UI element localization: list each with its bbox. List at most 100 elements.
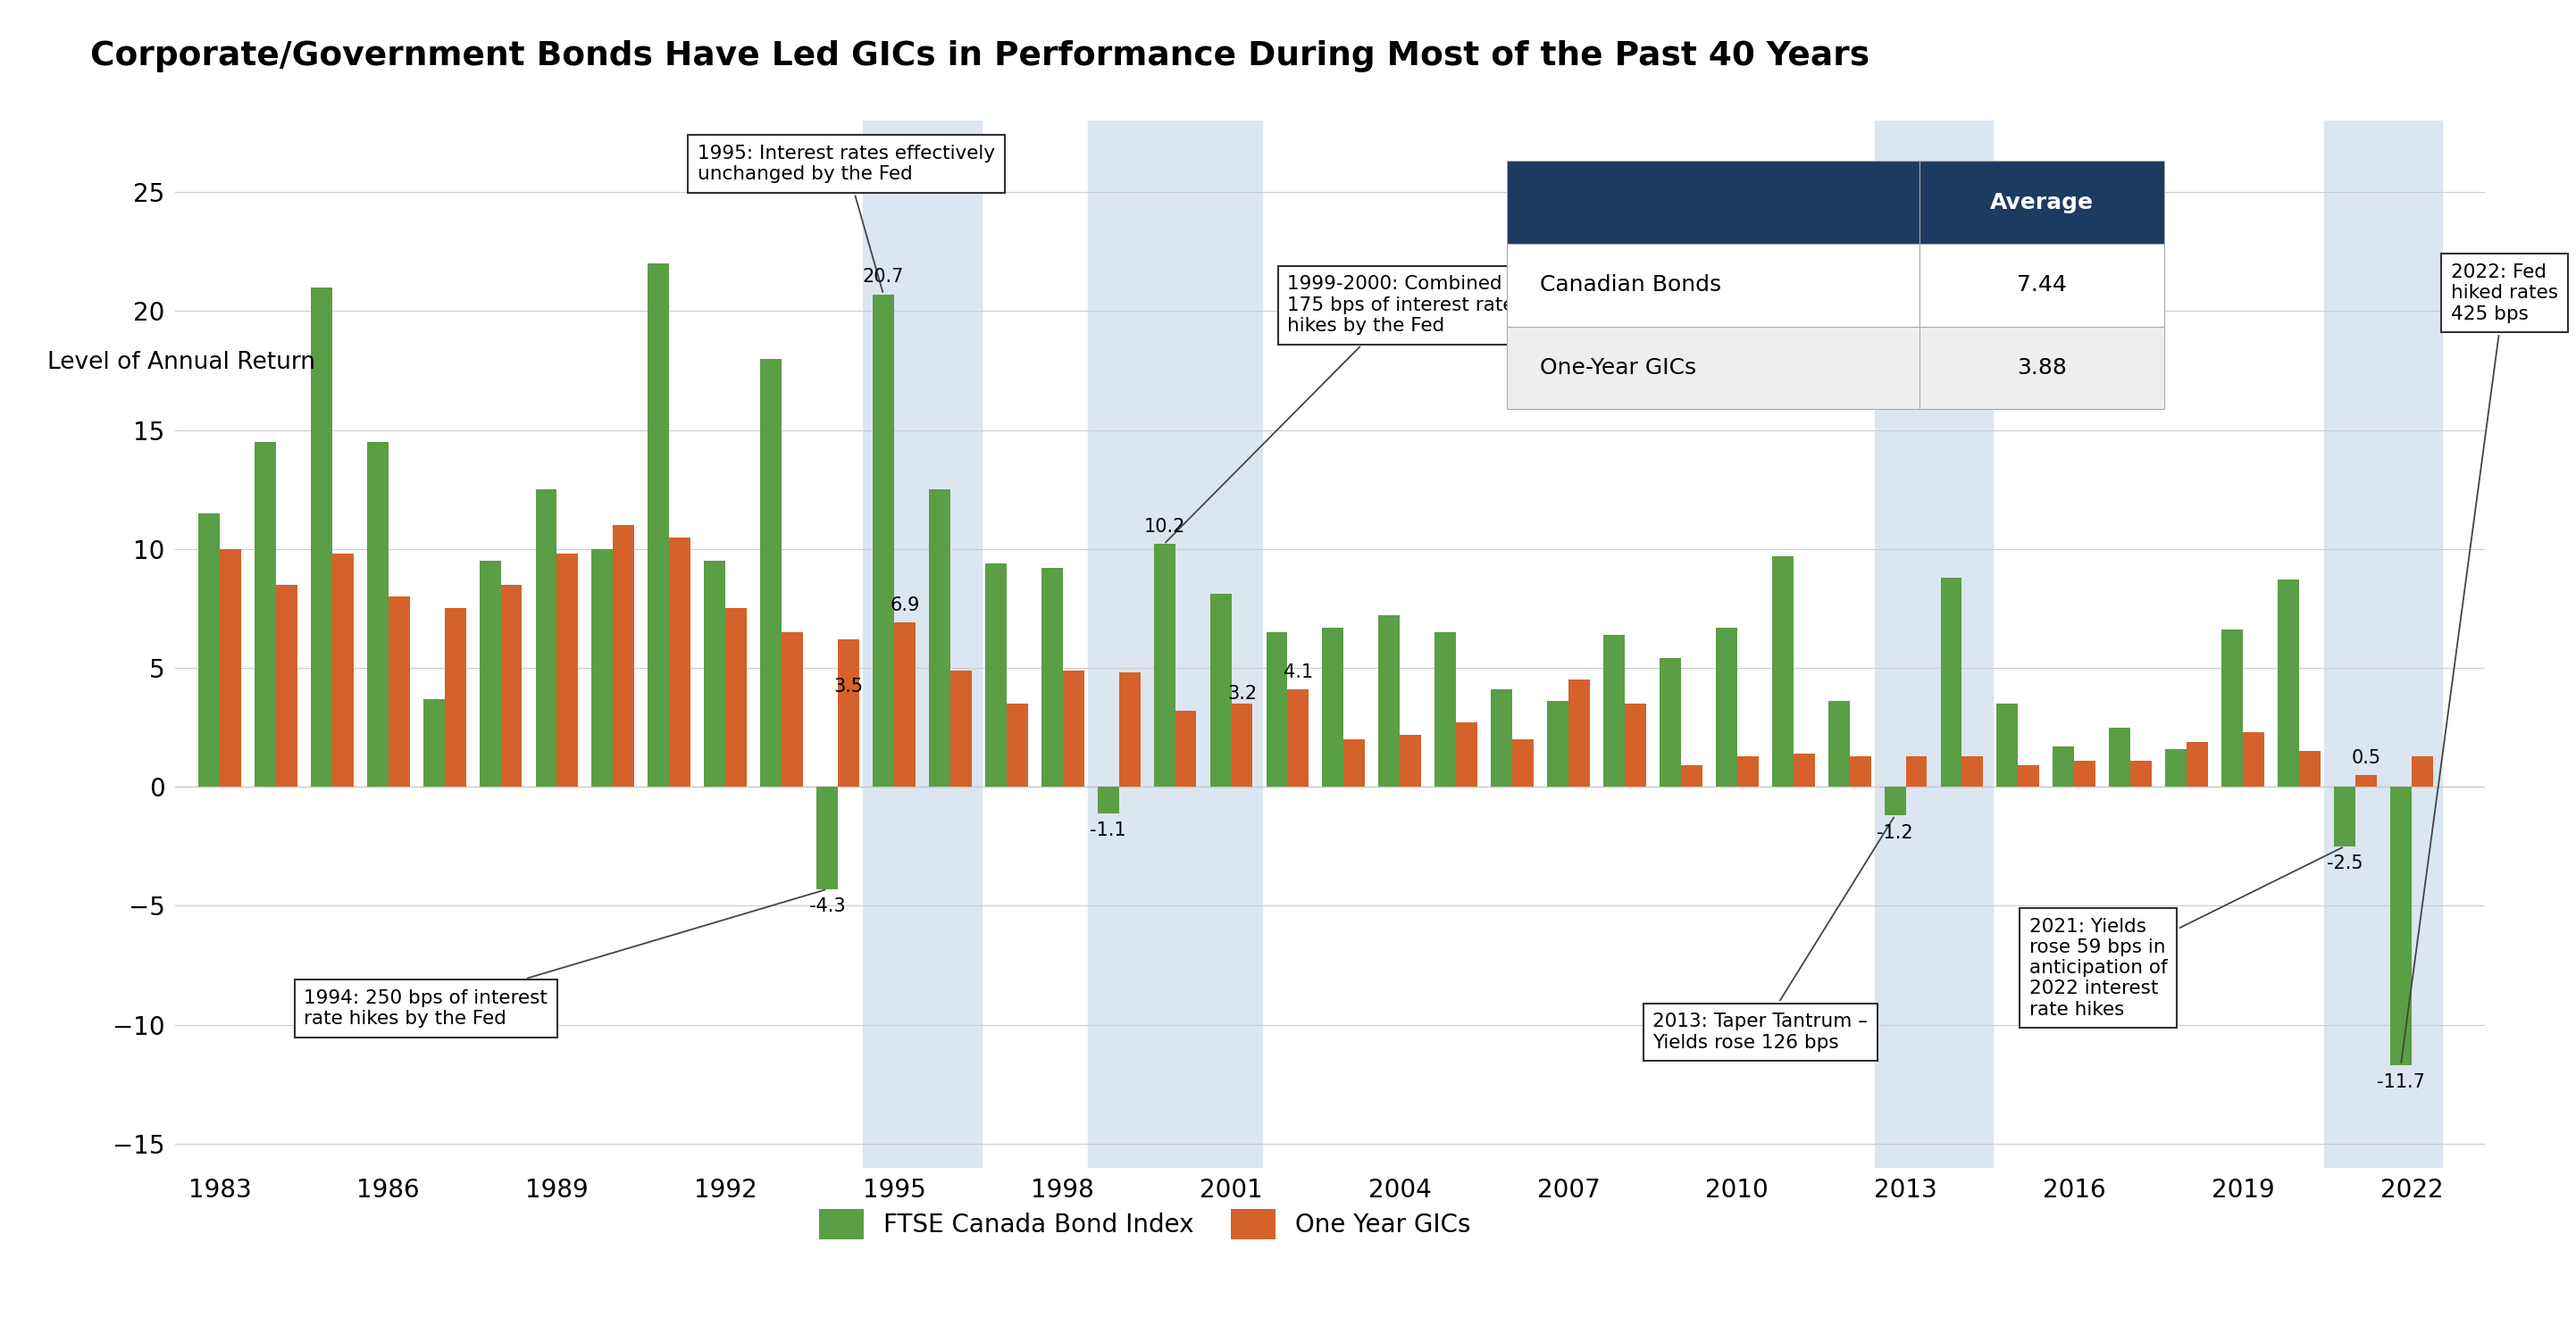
Bar <box>1211 595 1231 786</box>
Bar <box>1231 703 1252 786</box>
Bar <box>2221 629 2244 786</box>
Bar <box>446 608 466 786</box>
Bar <box>984 564 1007 786</box>
Bar <box>1659 659 1682 786</box>
Bar <box>2411 756 2432 786</box>
Bar <box>1716 628 1736 786</box>
Bar <box>726 608 747 786</box>
Bar <box>2110 727 2130 786</box>
Bar <box>1625 703 1646 786</box>
Bar <box>592 549 613 786</box>
Bar <box>1154 545 1175 786</box>
Bar <box>276 585 296 786</box>
Bar <box>1087 121 1262 1168</box>
Bar <box>1321 628 1345 786</box>
Bar <box>312 287 332 786</box>
Bar <box>670 537 690 786</box>
Bar <box>1850 756 1870 786</box>
Text: 1995: Interest rates effectively
unchanged by the Fed: 1995: Interest rates effectively unchang… <box>698 145 994 293</box>
Bar <box>1512 739 1533 786</box>
Bar <box>1602 635 1625 786</box>
Bar <box>1875 121 1994 1168</box>
Bar <box>422 699 446 786</box>
Text: Corporate/Government Bonds Have Led GICs in Performance During Most of the Past : Corporate/Government Bonds Have Led GICs… <box>90 40 1870 72</box>
Text: 10.2: 10.2 <box>1144 518 1185 535</box>
Text: 3.5: 3.5 <box>835 678 863 695</box>
Bar <box>1097 786 1118 813</box>
Text: 3.2: 3.2 <box>1226 684 1257 702</box>
Bar <box>2334 786 2354 847</box>
Bar <box>500 585 523 786</box>
Bar <box>255 442 276 786</box>
Bar <box>1041 568 1064 786</box>
Bar <box>2130 761 2151 786</box>
Bar <box>2300 752 2321 786</box>
Bar <box>556 554 577 786</box>
Bar <box>1455 722 1479 786</box>
Text: 2013: Taper Tantrum –
Yields rose 126 bps: 2013: Taper Tantrum – Yields rose 126 bp… <box>1654 817 1893 1051</box>
Bar <box>536 490 556 786</box>
Bar <box>1793 754 1814 786</box>
Bar <box>837 639 860 786</box>
Bar <box>2354 774 2378 786</box>
Bar <box>2187 742 2208 786</box>
Text: -2.5: -2.5 <box>2326 855 2362 872</box>
Bar <box>198 513 219 786</box>
Bar <box>863 121 981 1168</box>
Bar <box>1399 734 1422 786</box>
Bar <box>1435 632 1455 786</box>
Bar <box>894 623 914 786</box>
Bar <box>1829 702 1850 786</box>
Bar <box>2277 580 2300 786</box>
Bar <box>1175 711 1195 786</box>
Bar <box>703 561 726 786</box>
Bar <box>1906 756 1927 786</box>
Bar <box>2074 761 2097 786</box>
Bar <box>1963 756 1984 786</box>
Bar <box>1345 739 1365 786</box>
Bar <box>1940 577 1963 786</box>
Text: 4.1: 4.1 <box>1283 663 1314 680</box>
Bar <box>219 549 242 786</box>
Bar <box>1682 765 1703 786</box>
Bar <box>479 561 500 786</box>
Text: 1999-2000: Combined
175 bps of interest rate
hikes by the Fed: 1999-2000: Combined 175 bps of interest … <box>1164 275 1515 542</box>
Bar <box>2017 765 2040 786</box>
Bar <box>2244 733 2264 786</box>
Bar <box>1772 556 1793 786</box>
Bar <box>2391 786 2411 1066</box>
Bar <box>1288 690 1309 786</box>
Bar <box>1996 703 2017 786</box>
Bar <box>2324 121 2442 1168</box>
Bar <box>760 358 781 786</box>
Bar <box>817 786 837 890</box>
Bar <box>1569 680 1589 786</box>
Text: 0.5: 0.5 <box>2352 749 2380 766</box>
Bar <box>366 442 389 786</box>
Text: -11.7: -11.7 <box>2378 1074 2424 1091</box>
Text: 6.9: 6.9 <box>889 597 920 615</box>
Bar <box>1492 690 1512 786</box>
Bar <box>2166 749 2187 786</box>
Bar <box>1064 670 1084 786</box>
Bar <box>1118 672 1141 786</box>
Bar <box>873 294 894 786</box>
Bar <box>1736 756 1759 786</box>
Bar <box>1548 702 1569 786</box>
Bar <box>781 632 804 786</box>
Legend: FTSE Canada Bond Index, One Year GICs: FTSE Canada Bond Index, One Year GICs <box>809 1200 1481 1249</box>
Bar <box>332 554 353 786</box>
Bar <box>649 263 670 786</box>
Bar <box>389 597 410 786</box>
Bar <box>613 525 634 786</box>
Bar <box>1007 703 1028 786</box>
Text: 2022: Fed
hiked rates
425 bps: 2022: Fed hiked rates 425 bps <box>2401 263 2558 1063</box>
Bar <box>930 490 951 786</box>
Text: Level of Annual Return: Level of Annual Return <box>49 352 317 374</box>
Text: 2021: Yields
rose 59 bps in
anticipation of
2022 interest
rate hikes: 2021: Yields rose 59 bps in anticipation… <box>2030 847 2342 1019</box>
Text: -1.2: -1.2 <box>1878 824 1914 841</box>
Bar <box>2053 746 2074 786</box>
Text: -1.1: -1.1 <box>1090 821 1126 839</box>
Bar <box>1267 632 1288 786</box>
Bar <box>1378 616 1399 786</box>
